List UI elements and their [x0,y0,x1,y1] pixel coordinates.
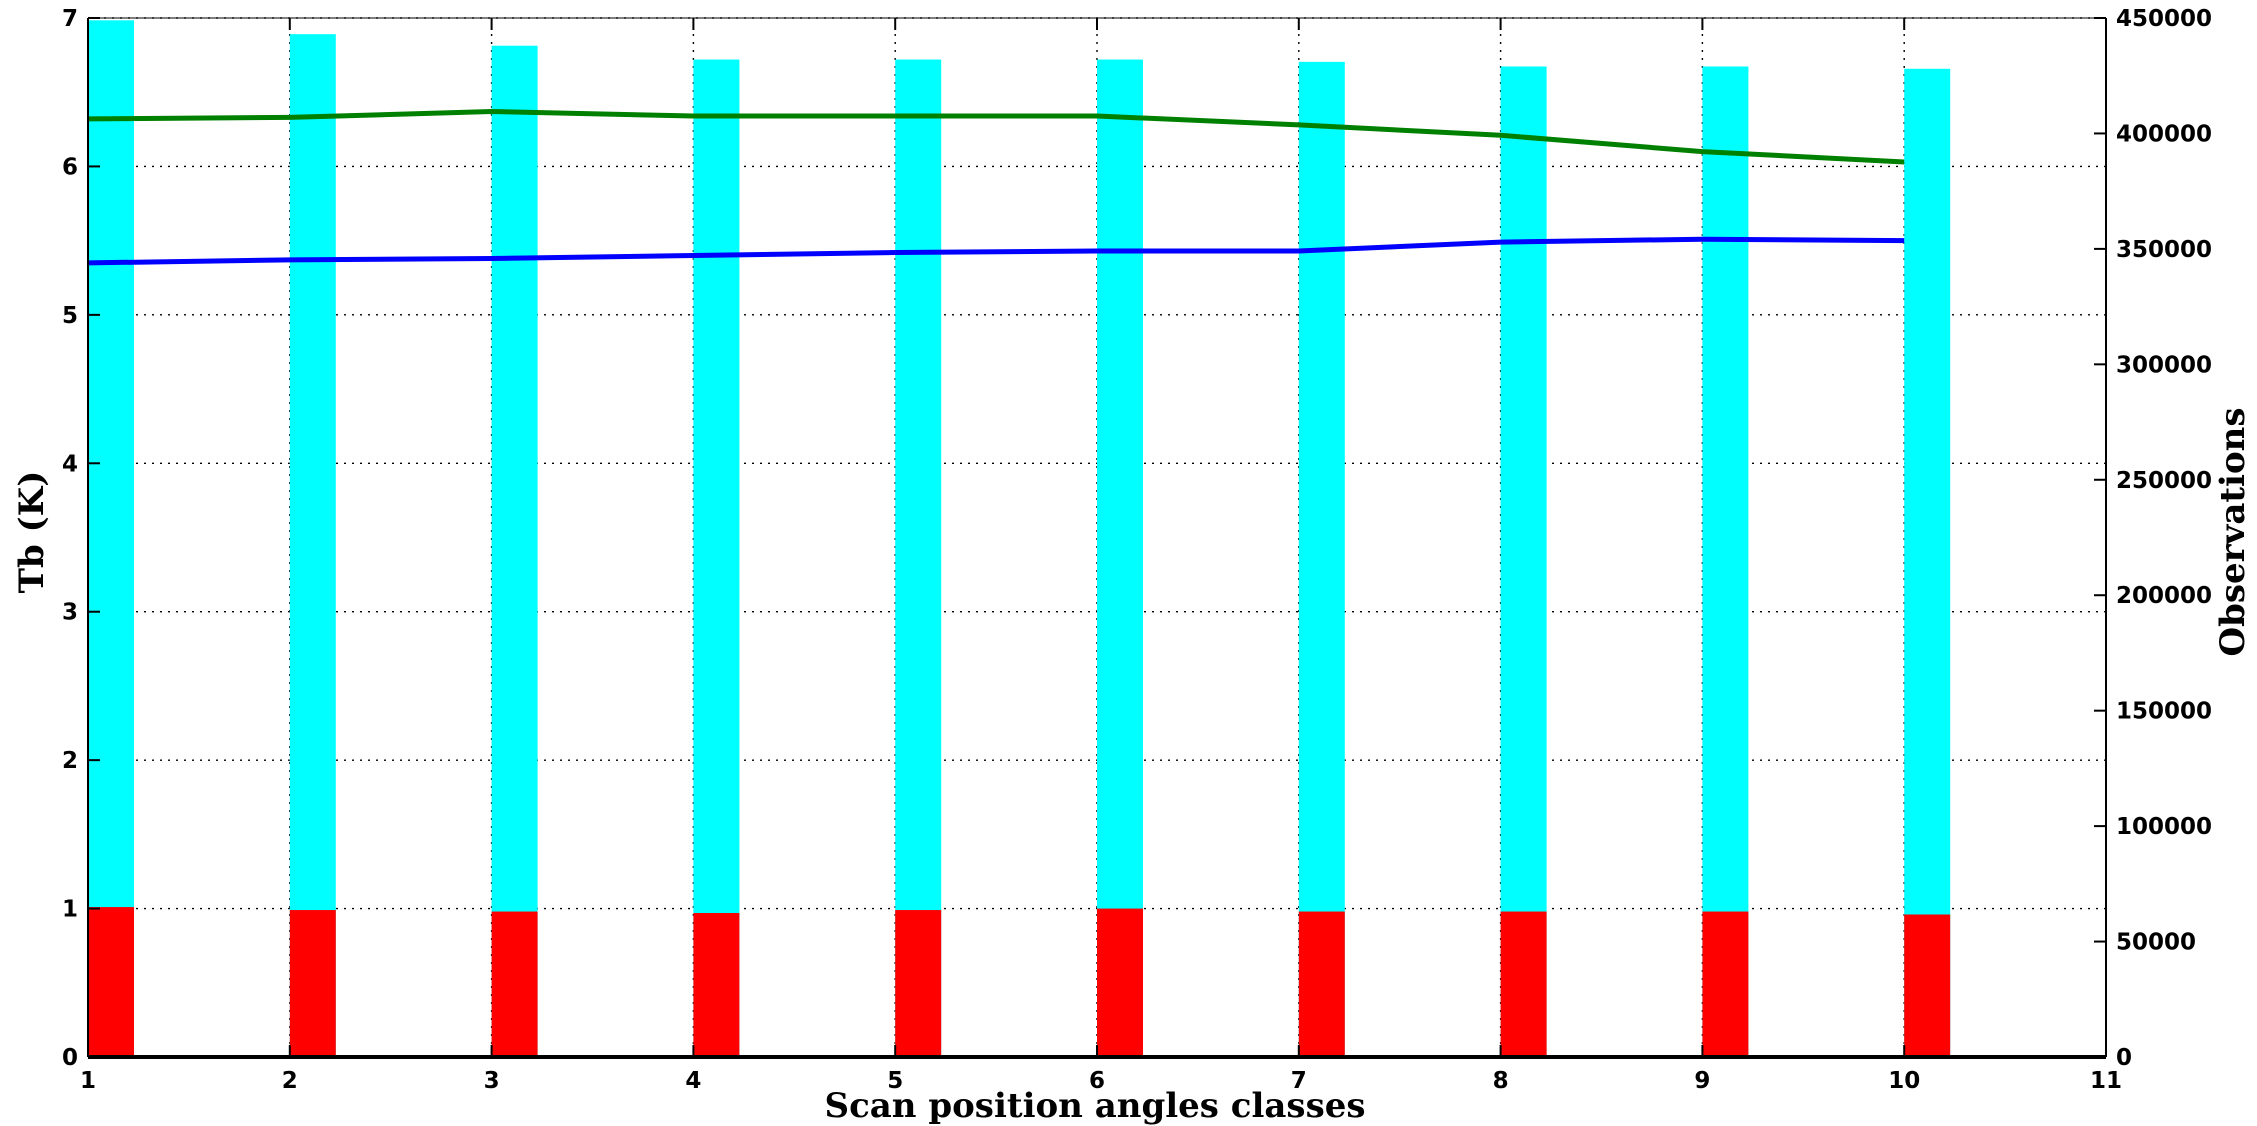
x-tick-label: 7 [1291,1068,1307,1094]
x-tick-label: 6 [1089,1068,1105,1094]
bar-series-1 [693,59,740,1058]
bar-series-1 [88,20,134,1058]
right-y-tick-label: 150000 [2116,699,2212,725]
tick-labels: 1 2 3 4 5 6 7 8 9 10 11012345670500001000001500002… [62,6,2212,1094]
bar-series-2 [1904,914,1951,1057]
right-y-tick-label: 250000 [2116,468,2212,494]
bar-series-2 [491,911,538,1057]
left-y-tick-label: 2 [62,748,78,774]
right-y-axis-title: Observations [2213,407,2253,656]
left-y-tick-label: 6 [62,154,78,180]
right-y-tick-label: 50000 [2116,930,2196,956]
bar-series-1 [1702,66,1749,1057]
right-y-tick-label: 200000 [2116,583,2212,609]
left-y-tick-label: 3 [62,600,78,626]
bar-series-2 [693,913,740,1057]
bar-series-2 [1702,911,1749,1057]
left-y-tick-label: 7 [62,6,78,32]
bar-series-1 [1500,66,1547,1057]
x-tick-label: 10 [1888,1068,1920,1094]
x-tick-label: 11 [2090,1068,2122,1094]
bar-series-2 [289,910,336,1057]
bar-series-2 [88,907,134,1057]
line-series-1 [87,109,1905,165]
series-lines [87,109,1905,266]
x-tick-label: 1 [80,1068,96,1094]
bar-series-1 [1298,61,1345,1057]
right-y-tick-label: 350000 [2116,237,2212,263]
bar-series-2 [1097,908,1143,1057]
line-series-2 [87,236,1905,266]
left-y-tick-label: 5 [62,303,78,329]
bar-series-1 [1097,59,1143,1058]
x-tick-label: 5 [887,1068,903,1094]
bar-series-1 [289,34,336,1057]
x-tick-label: 4 [685,1068,701,1094]
bar-series-1 [491,45,538,1057]
bar-series-2 [1500,911,1547,1057]
x-tick-label: 9 [1694,1068,1710,1094]
right-y-tick-label: 450000 [2116,6,2212,32]
bar-series-2 [895,910,942,1057]
right-y-tick-label: 300000 [2116,352,2212,378]
bars [88,20,1951,1058]
axes [87,17,2107,1059]
bar-series-2 [1298,911,1345,1057]
left-y-tick-label: 1 [62,897,78,923]
x-axis-title: Scan position angles classes [825,1086,1366,1126]
x-tick-label: 3 [484,1068,500,1094]
bar-series-1 [1904,68,1951,1058]
left-y-tick-label: 4 [62,451,78,477]
x-tick-label: 2 [282,1068,298,1094]
right-y-tick-label: 400000 [2116,121,2212,147]
x-tick-label: 8 [1493,1068,1509,1094]
left-y-tick-label: 0 [62,1045,78,1071]
right-y-tick-label: 100000 [2116,814,2212,840]
bar-series-1 [895,59,942,1058]
right-y-tick-label: 0 [2116,1045,2132,1071]
left-y-axis-title: Tb (K) [12,471,52,594]
